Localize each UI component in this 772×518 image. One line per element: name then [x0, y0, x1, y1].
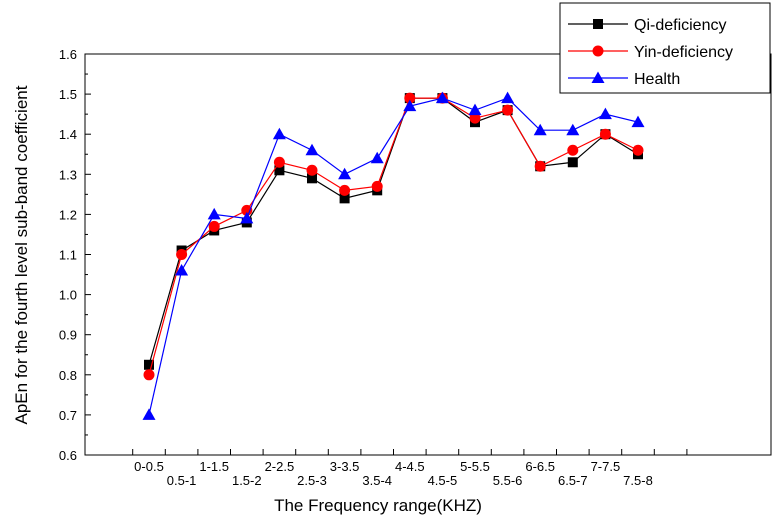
data-point-yin-deficiency: [599, 128, 611, 140]
y-tick-label: 1.5: [59, 87, 77, 102]
data-point-health: [435, 91, 449, 104]
y-axis-title: ApEn for the fourth level sub-band coeff…: [12, 85, 31, 424]
legend-item-yin-deficiency: Yin-deficiency: [568, 44, 733, 61]
x-tick-label: 6.5-7: [558, 473, 588, 488]
x-tick-label: 5-5.5: [460, 459, 490, 474]
y-tick-label: 0.6: [59, 448, 77, 463]
data-point-yin-deficiency: [534, 160, 546, 172]
data-point-health: [207, 207, 221, 220]
data-point-health: [175, 264, 189, 276]
y-tick-label: 1.4: [59, 127, 77, 142]
x-tick-label: 3-3.5: [330, 459, 360, 474]
data-point-health: [272, 127, 286, 140]
data-point-yin-deficiency: [567, 144, 579, 156]
data-point-qi-deficiency: [274, 165, 285, 176]
data-point-health: [533, 123, 547, 136]
x-tick-label: 3.5-4: [362, 473, 392, 488]
x-axis: 0-0.50.5-11-1.51.5-22-2.52.5-33-3.53.5-4…: [132, 449, 688, 488]
x-tick-label: 2-2.5: [265, 459, 295, 474]
data-point-qi-deficiency: [567, 157, 578, 168]
x-tick-label: 1.5-2: [232, 473, 262, 488]
y-axis: 0.6 0.7 0.8 0.9 1.0 1.1 1.2 1.3 1.4 1.5 1.6: [59, 47, 91, 463]
data-point-health: [370, 151, 384, 164]
y-tick-label: 0.8: [59, 368, 77, 383]
series-line-qi-deficiency: [148, 97, 639, 365]
data-point-yin-deficiency: [371, 180, 383, 192]
x-tick-label: 0-0.5: [134, 459, 164, 474]
x-tick-label: 6-6.5: [525, 459, 555, 474]
data-point-health: [566, 123, 580, 136]
data-point-qi-deficiency: [307, 173, 317, 184]
data-point-yin-deficiency: [502, 104, 514, 116]
series-yin-deficiency: [143, 92, 644, 381]
x-tick-label: 5.5-6: [493, 473, 523, 488]
x-tick-label: 2.5-3: [297, 473, 327, 488]
data-point-yin-deficiency: [339, 184, 351, 196]
legend: Qi-deficiency Yin-deficiency Health: [559, 2, 771, 94]
y-tick-label: 0.9: [59, 328, 77, 343]
data-point-yin-deficiency: [241, 204, 253, 216]
data-point-yin-deficiency: [143, 369, 155, 381]
data-point-health: [305, 143, 319, 156]
data-point-yin-deficiency: [176, 249, 188, 260]
data-point-yin-deficiency: [306, 164, 318, 176]
legend-marker: [591, 71, 605, 83]
data-point-health: [142, 408, 156, 420]
y-tick-label: 1.0: [59, 288, 77, 303]
data-point-qi-deficiency: [339, 193, 350, 204]
legend-label: Health: [634, 71, 680, 88]
x-tick-label: 4-4.5: [395, 459, 425, 474]
x-tick-label: 0.5-1: [167, 473, 197, 488]
series-line-health: [148, 97, 639, 416]
series-layer: [142, 91, 645, 420]
data-point-yin-deficiency: [469, 112, 481, 124]
legend-label: Qi-deficiency: [634, 17, 726, 34]
data-point-health: [631, 115, 645, 128]
data-point-health: [598, 107, 612, 120]
y-tick-label: 1.6: [59, 47, 77, 62]
legend-item-qi-deficiency: Qi-deficiency: [568, 17, 726, 34]
y-tick-label: 1.1: [59, 248, 77, 263]
legend-marker: [593, 19, 603, 29]
data-point-health: [468, 103, 482, 116]
legend-item-health: Health: [568, 71, 680, 88]
x-tick-label: 7-7.5: [591, 459, 621, 474]
legend-label: Yin-deficiency: [634, 44, 733, 61]
data-point-yin-deficiency: [632, 144, 644, 156]
data-point-health: [403, 99, 417, 112]
x-tick-label: 1-1.5: [199, 459, 229, 474]
data-point-yin-deficiency: [208, 220, 220, 232]
series-health: [142, 91, 645, 420]
data-point-yin-deficiency: [273, 156, 285, 168]
series-line-yin-deficiency: [148, 97, 639, 375]
data-point-health: [240, 211, 254, 224]
x-axis-title: The Frequency range(KHZ): [274, 496, 482, 515]
data-point-health: [501, 91, 515, 104]
x-tick-label: 4.5-5: [428, 473, 458, 488]
y-tick-label: 1.2: [59, 207, 77, 222]
y-tick-label: 1.3: [59, 167, 77, 182]
legend-marker: [592, 45, 604, 57]
x-tick-label: 7.5-8: [623, 473, 653, 488]
data-point-health: [338, 167, 352, 180]
plot-frame: [84, 53, 772, 456]
data-point-qi-deficiency: [144, 359, 154, 370]
y-tick-label: 0.7: [59, 408, 77, 423]
data-point-yin-deficiency: [404, 92, 416, 104]
